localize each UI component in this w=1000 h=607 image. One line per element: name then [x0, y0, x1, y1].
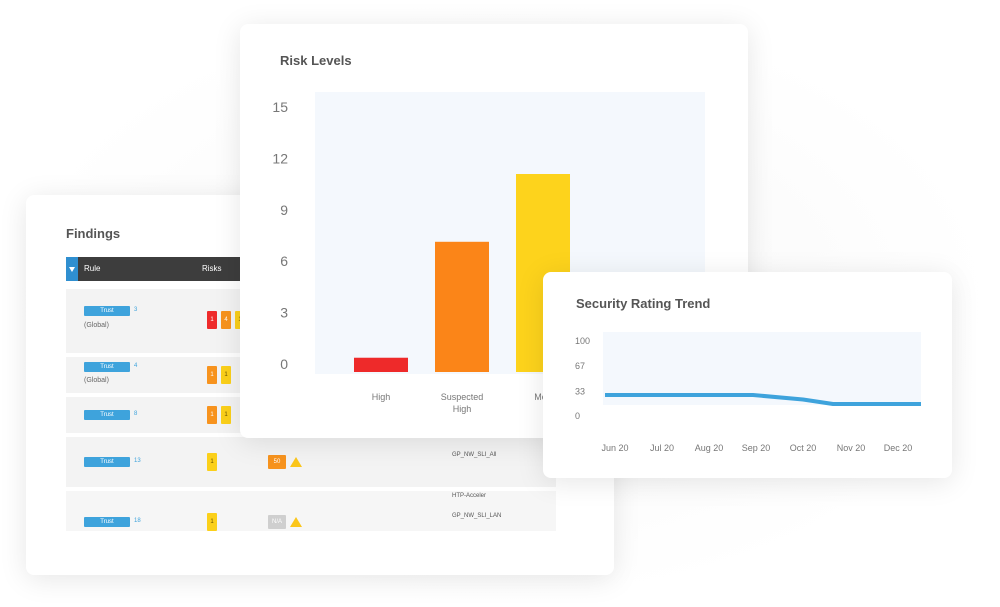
x-tick-label: Suspected High — [441, 392, 484, 414]
x-tick-label: Nov 20 — [837, 443, 866, 453]
security-rating-trend-title: Security Rating Trend — [576, 296, 711, 311]
risk-badge-high: 1 — [207, 311, 217, 329]
rule-number[interactable]: 13 — [134, 458, 141, 464]
y-tick-label: 9 — [280, 202, 288, 218]
bar — [435, 241, 489, 372]
risk-badge-medium: 1 — [207, 453, 217, 471]
x-tick-label: Oct 20 — [790, 443, 817, 453]
rule-number[interactable]: 18 — [134, 518, 141, 524]
rule-number[interactable]: 4 — [134, 363, 138, 369]
y-tick-label: 3 — [280, 305, 288, 321]
risk-badge-suspected-high: 4 — [221, 311, 231, 329]
risk-levels-title: Risk Levels — [280, 53, 352, 68]
security-rating-trend-card: Security Rating Trend 0 33 67 100 Jun 20 Jul … — [543, 272, 952, 478]
trend-line — [605, 393, 921, 406]
y-tick-label: 6 — [280, 253, 288, 269]
risk-badge-suspected-high: 1 — [207, 366, 217, 384]
risk-badge-medium: 1 — [207, 513, 217, 531]
rule-number[interactable]: 8 — [134, 411, 138, 417]
y-tick-label: 100 — [575, 336, 590, 346]
x-tick-label: Dec 20 — [884, 443, 913, 453]
table-row[interactable]: Trust 13 1 50 GP_NW_SLI_All — [66, 437, 556, 487]
warning-icon — [290, 457, 302, 467]
risk-levels-chart: 03691215HighSuspectedHighMed — [272, 92, 705, 414]
x-tick-label: Jun 20 — [601, 443, 628, 453]
x-tick-label: Aug 20 — [695, 443, 724, 453]
score-badge: 50 — [268, 455, 286, 469]
y-tick-label: 0 — [280, 356, 288, 372]
y-tick-label: 0 — [575, 411, 580, 421]
column-header-rule[interactable]: Rule — [84, 264, 101, 273]
x-tick-label: Jul 20 — [650, 443, 674, 453]
profile-name[interactable]: HTP-Acceler — [452, 493, 487, 499]
bar — [354, 357, 408, 372]
risk-levels-card: Risk Levels 03691215HighSuspectedHighMed — [240, 24, 748, 438]
trust-tag[interactable]: Trust — [84, 362, 130, 372]
warning-icon — [290, 517, 302, 527]
column-header-risks[interactable]: Risks — [202, 264, 222, 273]
x-tick-label: High — [372, 392, 391, 402]
trust-tag[interactable]: Trust — [84, 306, 130, 316]
table-row[interactable]: Trust 18 1 N/A HTP-Acceler GP_NW_SLI_LAN — [66, 491, 556, 531]
rule-scope: (Global) — [84, 322, 109, 329]
x-tick-label: Sep 20 — [742, 443, 771, 453]
risk-badge-medium: 1 — [221, 406, 231, 424]
filter-icon — [69, 266, 75, 272]
y-tick-label: 33 — [575, 386, 585, 396]
score-badge: N/A — [268, 515, 286, 529]
profile-name[interactable]: GP_NW_SLI_All — [452, 452, 497, 458]
risk-badge-medium: 1 — [221, 366, 231, 384]
security-rating-trend-chart: 0 33 67 100 Jun 20 Jul 20 Aug 20 Sep 20 Oct 20 No… — [575, 332, 921, 453]
risk-badge-suspected-high: 1 — [207, 406, 217, 424]
findings-title: Findings — [66, 226, 121, 241]
y-tick-label: 12 — [272, 150, 288, 166]
rule-number[interactable]: 3 — [134, 307, 138, 313]
trust-tag[interactable]: Trust — [84, 410, 130, 420]
y-tick-label: 15 — [272, 99, 288, 115]
rule-scope: (Global) — [84, 377, 109, 384]
filter-button[interactable] — [66, 257, 78, 281]
profile-name[interactable]: GP_NW_SLI_LAN — [452, 513, 502, 519]
y-tick-label: 67 — [575, 361, 585, 371]
findings-table-header: Rule Risks — [66, 257, 266, 281]
trust-tag[interactable]: Trust — [84, 517, 130, 527]
trust-tag[interactable]: Trust — [84, 457, 130, 467]
plot-area — [603, 332, 921, 405]
